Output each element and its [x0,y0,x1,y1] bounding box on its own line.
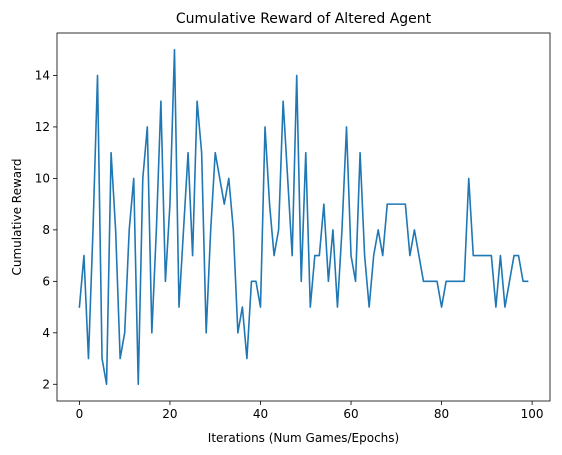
chart-title: Cumulative Reward of Altered Agent [176,11,432,27]
plot-frame [56,32,551,402]
plot-area [78,48,529,386]
y-axis-title: Cumulative Reward [10,159,24,276]
x-tick-label: 40 [253,407,268,421]
y-tick-label: 6 [42,274,50,288]
x-tick-label: 0 [76,407,84,421]
x-tick-label: 80 [434,407,449,421]
x-tick-label: 60 [343,407,358,421]
y-tick-label: 12 [35,120,50,134]
y-tick-label: 14 [35,68,50,82]
y-tick-label: 8 [42,223,50,237]
series-line-0 [78,48,529,386]
y-tick-label: 2 [42,377,50,391]
x-tick-label: 20 [162,407,177,421]
axes: 0 20 40 60 80 100 2 4 6 8 10 12 14 [35,68,544,421]
y-tick-label: 4 [42,326,50,340]
x-tick-label: 100 [521,407,544,421]
x-axis-title: Iterations (Num Games/Epochs) [208,431,399,445]
y-tick-label: 10 [35,171,50,185]
